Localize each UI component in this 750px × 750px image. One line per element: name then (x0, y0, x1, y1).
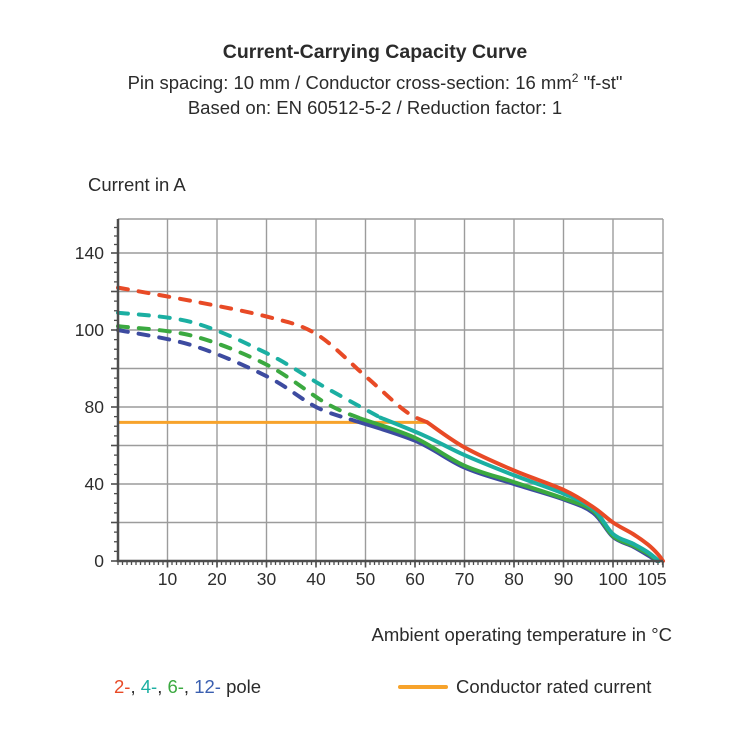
y-tick-label: 40 (85, 474, 105, 494)
series-2-pole-solid (425, 420, 665, 563)
x-tick-label: 10 (158, 569, 178, 589)
chart-subtitle-2: Based on: EN 60512-5-2 / Reduction facto… (187, 97, 563, 119)
x-tick-label: 60 (405, 569, 425, 589)
x-tick-label: 80 (504, 569, 524, 589)
y-tick-label: 100 (75, 320, 104, 340)
chart-subtitle-1: Pin spacing: 10 mm / Conductor cross-sec… (0, 66, 750, 96)
series-12-pole-dashed (116, 328, 353, 422)
x-tick-label: 40 (306, 569, 326, 589)
rated-current-line-swatch (398, 685, 448, 689)
x-tick-label: 50 (356, 569, 376, 589)
x-tick-label: 100 (598, 569, 627, 589)
legend-pole-separator: , (130, 676, 141, 697)
legend-pole-12: 12- (194, 676, 221, 697)
subtitle-pin-spacing: Pin spacing: 10 mm / Conductor cross-sec… (127, 71, 572, 93)
series-6-pole-dashed (116, 324, 363, 421)
x-tick-label: 70 (455, 569, 475, 589)
legend-pole-separator: pole (220, 676, 262, 697)
y-tick-label: 0 (94, 551, 104, 571)
x-tick-label: 90 (554, 569, 574, 589)
y-axis-title: Current in A (88, 174, 186, 195)
legend-pole-4: 4- (140, 676, 158, 697)
title-block: Current-Carrying Capacity Curve Pin spac… (0, 40, 750, 121)
series-12-pole-solid (348, 417, 659, 563)
legend-rated-label: Conductor rated current (456, 676, 652, 697)
x-tick-label: 30 (257, 569, 277, 589)
y-tick-label: 80 (85, 397, 105, 417)
superscript-2: 2 (571, 70, 579, 85)
series-4-pole-dashed (116, 310, 383, 420)
series-2-pole-dashed (116, 285, 430, 425)
x-axis-title: Ambient operating temperature in °C (371, 624, 672, 645)
legend-pole-separator: , (183, 676, 195, 697)
legend-pole-2: 2- (114, 676, 131, 697)
chart-title: Current-Carrying Capacity Curve (222, 41, 528, 63)
legend-rated: Conductor rated current (398, 676, 651, 698)
legend-pole-6: 6- (167, 676, 184, 697)
legend-poles: 2-, 4-, 6-, 12- pole (114, 676, 261, 698)
x-tick-label: 20 (207, 569, 227, 589)
legend-pole-separator: , (157, 676, 168, 697)
subtitle-f-st: "f-st" (578, 71, 623, 93)
y-tick-label: 140 (75, 243, 104, 263)
x-tick-label: 105 (637, 569, 666, 589)
